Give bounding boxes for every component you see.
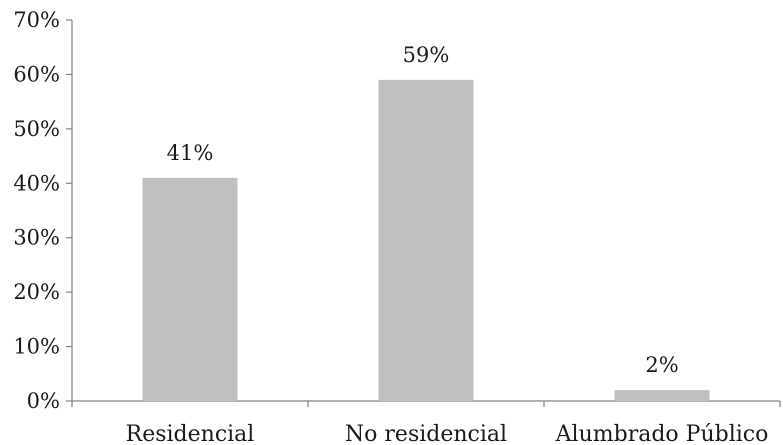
data-label: 2% (645, 353, 678, 377)
bar (614, 390, 710, 401)
x-tick-label: No residencial (345, 422, 507, 445)
x-tick-label: Alumbrado Público (555, 422, 769, 445)
data-labels: 41% 59% 2% (167, 43, 679, 377)
y-tick-label: 60% (13, 62, 60, 86)
x-axis: Residencial No residencial Alumbrado Públi… (71, 400, 781, 445)
y-tick-label: 10% (13, 335, 60, 359)
y-tick-label: 0% (27, 389, 60, 413)
y-tick-label: 20% (13, 280, 60, 304)
bars (142, 79, 710, 401)
y-axis: 0% 10% 20% 30% 40% 50% 60% 70% (13, 8, 73, 413)
y-tick-label: 70% (13, 8, 60, 32)
bar (142, 177, 238, 401)
data-label: 59% (403, 43, 450, 67)
bar (378, 79, 474, 401)
y-tick-label: 50% (13, 117, 60, 141)
x-tick-label: Residencial (126, 422, 255, 445)
y-tick-label: 40% (13, 171, 60, 195)
data-label: 41% (167, 141, 214, 165)
y-tick-label: 30% (13, 226, 60, 250)
